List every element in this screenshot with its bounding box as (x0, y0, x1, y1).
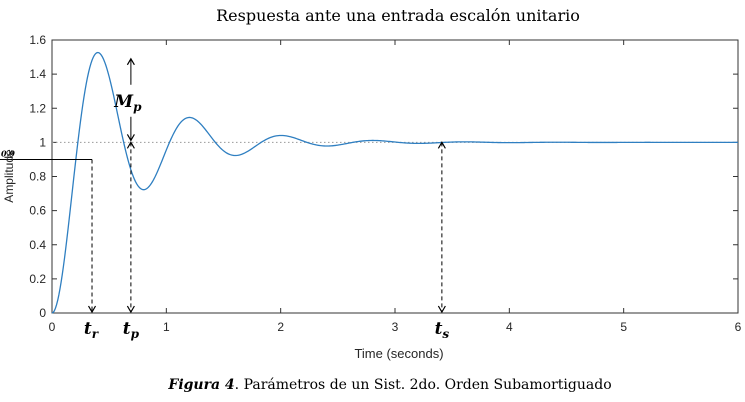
y-axis-label: Amplitude (2, 149, 16, 203)
mp-label-main: M (113, 92, 134, 112)
ts-up-arrow-icon (437, 141, 446, 149)
tp-arrow-icon (126, 305, 135, 314)
mp-up-arrow-icon (126, 57, 135, 66)
x-tick-label: 6 (735, 320, 742, 334)
mp-down-arrow-icon (126, 134, 135, 142)
x-axis: 0 1 2 3 4 5 6 (49, 40, 742, 334)
rise-level-label: 0.9 (1, 148, 15, 158)
x-tick-label: 2 (277, 320, 284, 334)
y-tick-label: 0.6 (29, 204, 46, 218)
tp-label-sub: p (131, 327, 140, 341)
x-tick-label: 0 (49, 320, 56, 334)
y-tick-label: 1 (39, 135, 46, 149)
y-tick-label: 1.2 (29, 101, 46, 115)
tp-label: tp (123, 319, 140, 341)
tr-label: tr (84, 319, 100, 341)
caption-bold: Figura 4 (167, 377, 234, 393)
y-tick-label: 0.8 (29, 170, 46, 184)
plot-area (51, 39, 739, 314)
y-tick-label: 1.6 (29, 33, 46, 47)
y-tick-label: 0.4 (29, 238, 46, 252)
y-tick-label: 0.2 (29, 272, 46, 286)
x-tick-label: 1 (163, 320, 170, 334)
mp-label-sub: p (133, 100, 142, 114)
y-tick-label: 0 (39, 306, 46, 320)
ts-arrow-icon (437, 305, 446, 314)
tr-arrow-icon (87, 305, 97, 314)
ts-label: ts (435, 319, 450, 341)
tp-label-main: t (123, 319, 131, 339)
chart-title: Respuesta ante una entrada escalón unita… (216, 6, 580, 25)
ts-label-main: t (435, 319, 443, 339)
tp-up-arrow-icon (126, 141, 135, 149)
figure-caption: Figura 4. Parámetros de un Sist. 2do. Or… (167, 377, 611, 393)
x-tick-label: 5 (620, 320, 627, 334)
x-tick-label: 3 (392, 320, 399, 334)
ts-label-sub: s (442, 327, 449, 341)
mp-label: Mp (113, 92, 142, 114)
caption-text: . Parámetros de un Sist. 2do. Orden Suba… (235, 377, 612, 393)
x-tick-label: 4 (506, 320, 513, 334)
tr-label-sub: r (92, 327, 100, 341)
tr-label-main: t (84, 319, 92, 339)
x-axis-label: Time (seconds) (354, 346, 443, 361)
y-tick-label: 1.4 (29, 67, 46, 81)
step-response-line (51, 51, 738, 314)
